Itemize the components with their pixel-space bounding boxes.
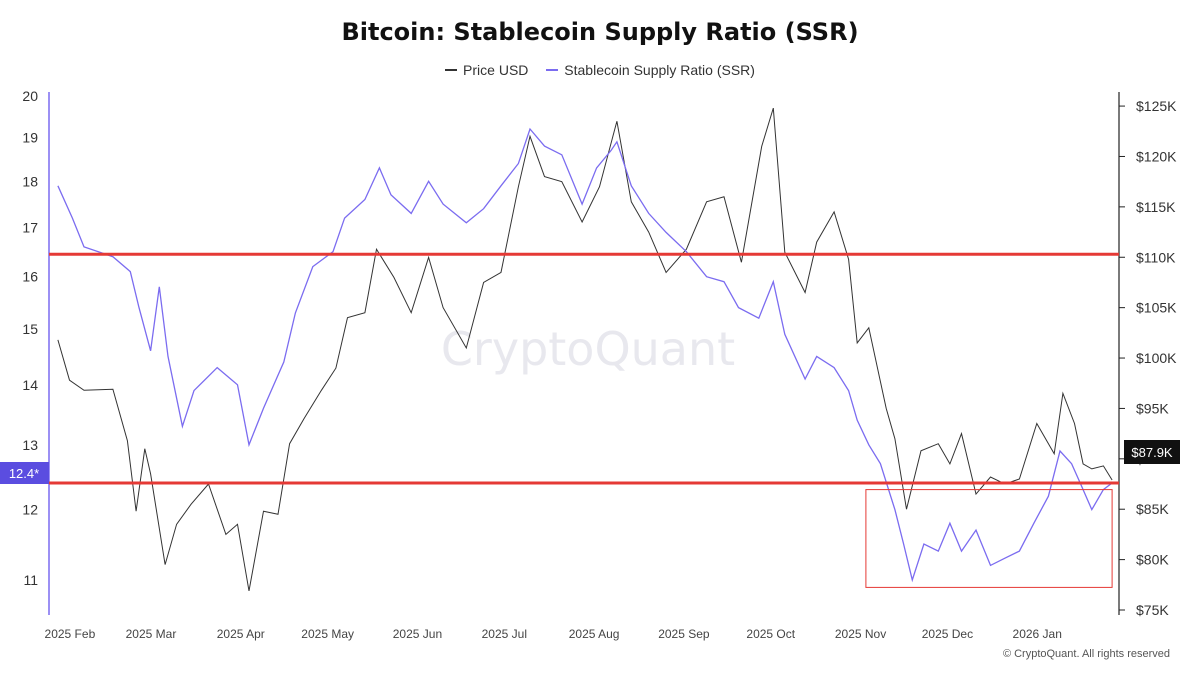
left-axis-ticks: 20 19 18 17 16 15 14 13 12 11 <box>22 88 38 588</box>
left-tick-label: 20 <box>22 88 38 104</box>
right-tick-label: $110K <box>1136 249 1176 265</box>
highlight-box <box>865 489 1113 588</box>
right-tick-label: $95K <box>1136 400 1169 416</box>
left-value-tag-bg <box>0 462 49 484</box>
x-tick-label: 2025 Sep <box>658 627 710 641</box>
series-line-price <box>57 107 1113 591</box>
left-tick-label: 17 <box>22 220 38 236</box>
x-tick-label: 2025 Dec <box>922 627 973 641</box>
left-tick-label: 18 <box>22 173 38 189</box>
right-tick-label: $115K <box>1136 199 1176 215</box>
left-tick-label: 12 <box>22 502 38 518</box>
x-tick-label: 2025 Feb <box>45 627 96 641</box>
copyright-text: © CryptoQuant. All rights reserved <box>1002 648 1170 660</box>
x-tick-label: 2025 Jul <box>482 627 527 641</box>
left-value-tag: 12.4* <box>0 462 49 484</box>
x-tick-label: 2025 Oct <box>746 627 795 641</box>
watermark: CryptoQuant <box>441 322 735 376</box>
x-tick-label: 2025 Apr <box>217 627 265 641</box>
legend-swatch-ssr <box>546 69 559 71</box>
x-tick-label: 2025 Nov <box>835 627 886 641</box>
left-tick-label: 19 <box>22 130 38 146</box>
right-tick-label: $85K <box>1136 501 1169 517</box>
left-tick-label: 11 <box>23 572 38 588</box>
x-tick-label: 2025 Aug <box>569 627 620 641</box>
right-tick-label: $125K <box>1136 98 1177 114</box>
x-tick-label: 2025 May <box>301 627 354 641</box>
right-tick-label: $120K <box>1136 148 1177 164</box>
x-tick-label: 2025 Mar <box>126 627 177 641</box>
legend-swatch-price <box>445 69 458 71</box>
x-axis-ticks: 2025 Feb 2025 Mar 2025 Apr 2025 May 2025 Jun… <box>45 627 1062 641</box>
left-tick-label: 15 <box>22 321 38 337</box>
left-tick-label: 14 <box>22 377 38 393</box>
right-axis-ticks: $125K$120K$115K$110K$105K$100K$95K$90K$8… <box>1119 98 1177 618</box>
right-value-tag: $87.9K <box>1124 440 1180 464</box>
left-tick-label: 16 <box>22 269 38 285</box>
series-line-ssr <box>57 127 1113 583</box>
legend: Price USD Stablecoin Supply Ratio (SSR) <box>0 58 1200 78</box>
x-tick-label: 2026 Jan <box>1013 627 1062 641</box>
reference-lines <box>49 252 1119 485</box>
right-tick-label: $105K <box>1136 300 1177 316</box>
legend-label-ssr: Stablecoin Supply Ratio (SSR) <box>564 62 755 78</box>
right-tick-label: $75K <box>1136 602 1169 618</box>
x-tick-label: 2025 Jun <box>393 627 442 641</box>
right-tick-label: $100K <box>1136 350 1177 366</box>
legend-label-price: Price USD <box>463 62 529 78</box>
legend-item-price[interactable]: Price USD <box>445 62 528 78</box>
legend-item-ssr[interactable]: Stablecoin Supply Ratio (SSR) <box>546 62 755 78</box>
right-value-tag-bg <box>1124 440 1180 464</box>
right-tick-label: $80K <box>1136 552 1169 568</box>
chart-title: Bitcoin: Stablecoin Supply Ratio (SSR) <box>341 18 859 46</box>
left-tick-label: 13 <box>22 437 38 453</box>
left-value-tag-label: 12.4* <box>9 466 39 481</box>
right-value-tag-label: $87.9K <box>1131 445 1173 460</box>
